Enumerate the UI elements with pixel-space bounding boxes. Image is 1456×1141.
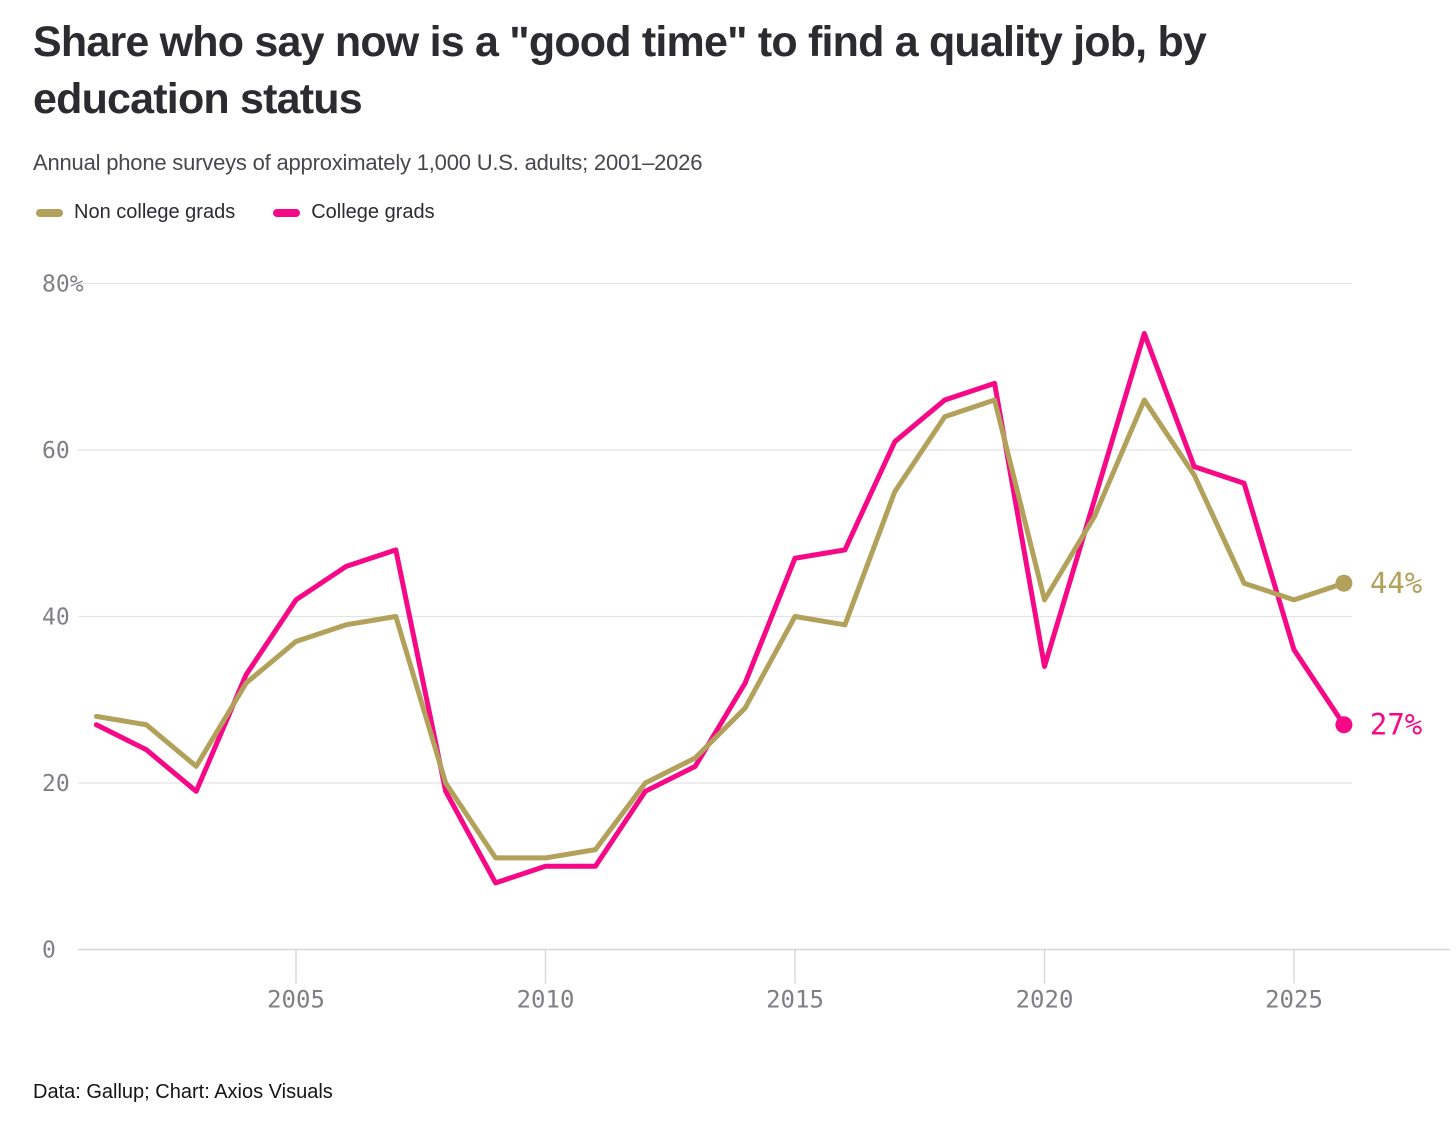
series-line-college-grads [93, 330, 1347, 886]
end-label-non-college-grads: 44% [1370, 566, 1422, 600]
legend-item-non-college-grads: Non college grads [36, 201, 235, 224]
page-subtitle: Annual phone surveys of approximately 1,… [33, 150, 703, 175]
footer-credit: Data: Gallup; Chart: Axios Visuals [33, 1081, 333, 1103]
series-line-non-college-grads [93, 397, 1347, 861]
end-dot-non-college-grads [1335, 574, 1353, 592]
legend-label-non-college-grads: Non college grads [74, 201, 236, 223]
end-dot-college-grads [1335, 716, 1353, 734]
y-axis-label-0: 0 [42, 938, 56, 964]
page-title: Share who say now is a "good time" to fi… [33, 18, 1207, 123]
x-axis-label-2025: 2025 [1265, 986, 1323, 1014]
x-axis-label-2005: 2005 [267, 986, 325, 1014]
legend: Non college grads College grads [36, 201, 435, 224]
y-axis-label-80: 80% [42, 272, 84, 298]
x-axis-label-2020: 2020 [1016, 986, 1074, 1014]
y-axis-label-60: 60 [42, 438, 70, 464]
legend-item-college-grads: College grads [273, 201, 435, 224]
legend-swatch-non-college-grads [36, 208, 63, 217]
x-axis-label-2015: 2015 [766, 986, 824, 1014]
end-label-college-grads: 27% [1370, 708, 1422, 742]
y-axis-label-20: 20 [42, 771, 70, 797]
legend-label-college-grads: College grads [311, 201, 435, 223]
legend-swatch-college-grads [273, 208, 301, 217]
y-axis-label-40: 40 [42, 605, 70, 631]
x-axis-label-2010: 2010 [517, 986, 575, 1014]
